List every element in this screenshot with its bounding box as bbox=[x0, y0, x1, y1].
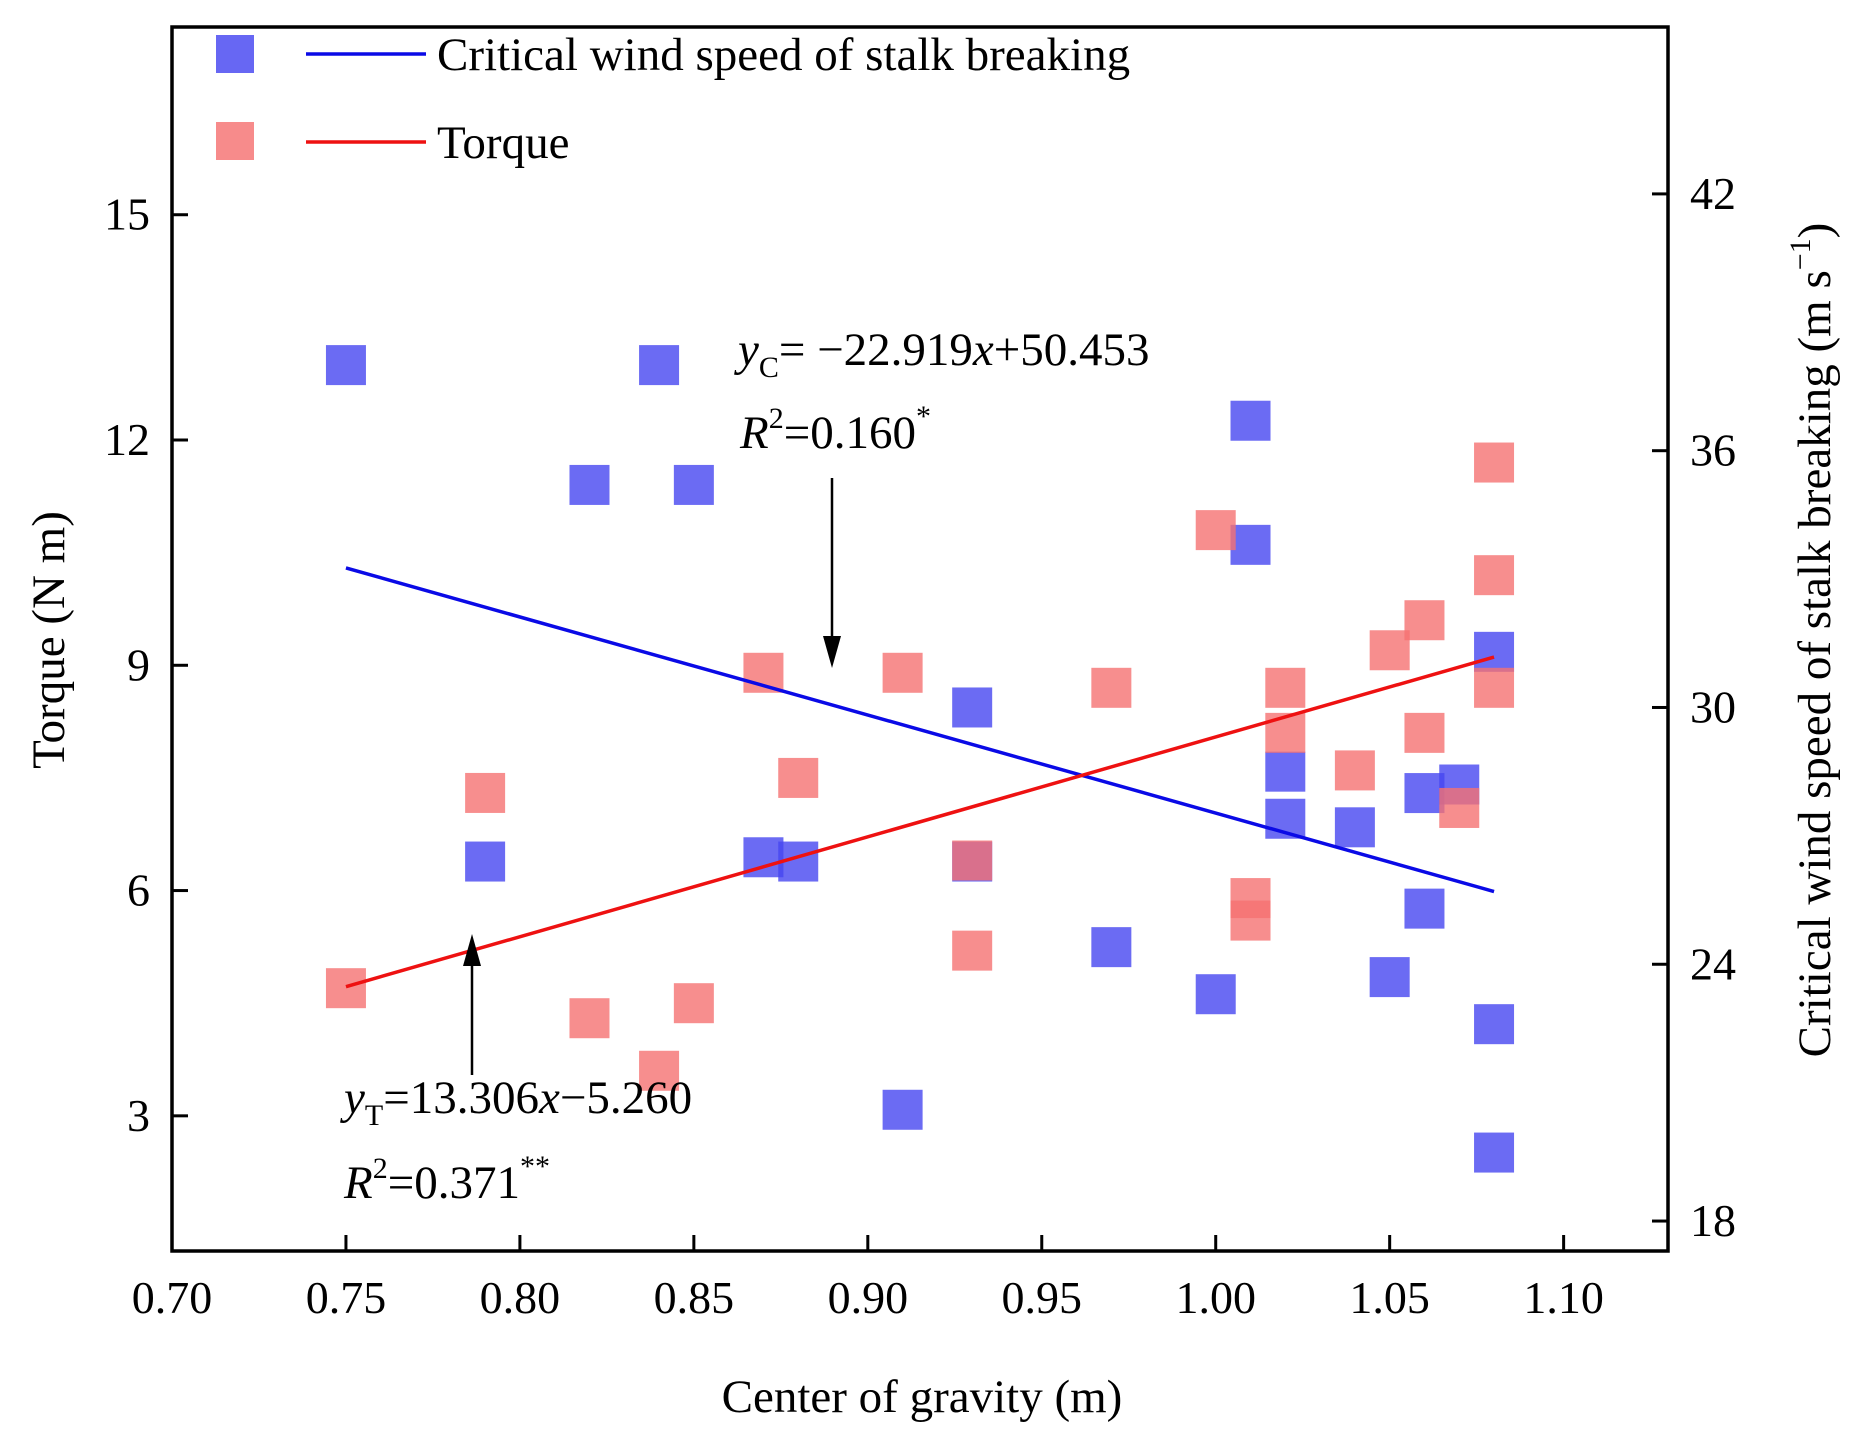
legend-label-wind: Critical wind speed of stalk breaking bbox=[437, 29, 1130, 81]
x-tick-label: 1.10 bbox=[1523, 1272, 1604, 1323]
x-tick-label: 0.70 bbox=[132, 1272, 213, 1323]
fit-lines bbox=[345, 566, 1495, 989]
x-tick-label: 1.00 bbox=[1175, 1272, 1256, 1323]
torque-point bbox=[465, 772, 506, 813]
wind-speed-point bbox=[1474, 1004, 1515, 1045]
torque-markers bbox=[325, 442, 1515, 1091]
left-y-tick-label: 3 bbox=[127, 1090, 150, 1141]
wind-speed-point bbox=[1404, 888, 1445, 929]
wind-speed-point bbox=[673, 464, 714, 505]
torque-point bbox=[673, 983, 714, 1024]
right-axis-title-text: Critical wind speed of stalk breaking (m… bbox=[1789, 270, 1841, 1057]
legend-swatch-torque bbox=[216, 122, 254, 160]
wind-speed-fit-line bbox=[345, 566, 1495, 894]
x-tick-label: 0.75 bbox=[306, 1272, 387, 1323]
annotation-torque-r2: R2=0.371** bbox=[343, 1150, 550, 1209]
wind-speed-point bbox=[1474, 631, 1515, 672]
torque-point bbox=[1439, 787, 1480, 828]
x-tick-label: 0.95 bbox=[1002, 1272, 1083, 1323]
left-axis-title: Torque (N m) bbox=[23, 511, 75, 769]
axis-ticks: 0.70 0.75 0.80 0.85 0.90 0.95 1.00 1.05 1.103691… bbox=[104, 168, 1736, 1323]
torque-point bbox=[778, 757, 819, 798]
legend-label-torque: Torque bbox=[437, 117, 569, 169]
torque-point bbox=[952, 840, 993, 881]
torque-point bbox=[1474, 555, 1515, 596]
torque-point bbox=[1474, 667, 1515, 708]
torque-point bbox=[325, 968, 366, 1009]
wind-speed-point bbox=[1334, 807, 1375, 848]
wind-speed-point bbox=[1474, 1132, 1515, 1173]
annotation-wind-arrow-head bbox=[823, 636, 841, 668]
torque-point bbox=[1474, 442, 1515, 483]
torque-point bbox=[1195, 510, 1236, 551]
x-tick-label: 0.80 bbox=[480, 1272, 561, 1323]
right-axis-title-sup: −1 bbox=[1784, 238, 1817, 270]
x-tick-label: 0.90 bbox=[828, 1272, 909, 1323]
left-y-tick-label: 12 bbox=[104, 414, 150, 465]
right-axis-title: Critical wind speed of stalk breaking (m… bbox=[1784, 223, 1841, 1058]
torque-point bbox=[1265, 712, 1306, 753]
right-y-tick-label: 42 bbox=[1690, 168, 1736, 219]
torque-point bbox=[1230, 900, 1271, 941]
torque-point bbox=[882, 652, 923, 693]
wind-speed-point bbox=[639, 345, 680, 386]
legend: Critical wind speed of stalk breaking To… bbox=[216, 29, 1130, 169]
right-y-tick-label: 24 bbox=[1690, 938, 1736, 989]
wind-speed-point bbox=[882, 1089, 923, 1130]
torque-point bbox=[952, 930, 993, 971]
annotation-torque-equation: yT=13.306x−5.260 bbox=[340, 1072, 692, 1132]
annotation-torque-fit: yT=13.306x−5.260 R2=0.371** bbox=[340, 934, 692, 1209]
wind-speed-point bbox=[1091, 927, 1132, 968]
torque-point bbox=[1404, 600, 1445, 641]
torque-point bbox=[639, 1050, 680, 1091]
torque-point bbox=[1334, 750, 1375, 791]
right-axis-title-close: ) bbox=[1789, 223, 1841, 239]
legend-swatch-wind bbox=[216, 35, 254, 73]
wind-speed-point bbox=[325, 345, 366, 386]
right-y-tick-label: 36 bbox=[1690, 425, 1736, 476]
annotation-wind-equation: yC= −22.919x+50.453 bbox=[734, 324, 1150, 384]
x-tick-label: 0.85 bbox=[654, 1272, 735, 1323]
wind-speed-point bbox=[465, 841, 506, 882]
torque-fit-line bbox=[345, 655, 1495, 989]
torque-point bbox=[569, 998, 610, 1039]
wind-speed-point bbox=[1230, 524, 1271, 565]
wind-speed-point bbox=[1369, 957, 1410, 998]
torque-point bbox=[1091, 667, 1132, 708]
annotation-wind-r2: R2=0.160* bbox=[739, 400, 931, 459]
plot-frame bbox=[170, 25, 1670, 1253]
wind-speed-point bbox=[1230, 400, 1271, 441]
wind-speed-point bbox=[1195, 974, 1236, 1015]
torque-point bbox=[1265, 667, 1306, 708]
wind-speed-point bbox=[1265, 751, 1306, 792]
left-y-tick-label: 15 bbox=[104, 189, 150, 240]
torque-point bbox=[1369, 630, 1410, 671]
wind-speed-point bbox=[1404, 773, 1445, 814]
left-y-tick-label: 9 bbox=[127, 639, 150, 690]
x-tick-label: 1.05 bbox=[1349, 1272, 1430, 1323]
right-y-tick-label: 30 bbox=[1690, 681, 1736, 732]
x-axis-title: Center of gravity (m) bbox=[722, 1371, 1123, 1423]
wind-speed-point bbox=[952, 687, 993, 728]
annotation-wind-fit: yC= −22.919x+50.453 R2=0.160* bbox=[734, 324, 1150, 668]
right-y-tick-label: 18 bbox=[1690, 1195, 1736, 1246]
torque-point bbox=[1404, 712, 1445, 753]
annotation-torque-arrow-head bbox=[463, 934, 481, 966]
left-y-tick-label: 6 bbox=[127, 865, 150, 916]
wind-speed-point bbox=[569, 464, 610, 505]
